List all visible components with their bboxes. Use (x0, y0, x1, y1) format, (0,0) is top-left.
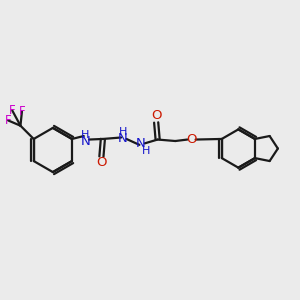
Text: N: N (118, 133, 128, 146)
Text: H: H (81, 130, 89, 140)
Text: H: H (142, 146, 150, 156)
Text: O: O (96, 156, 107, 169)
Text: F: F (5, 114, 11, 127)
Text: H: H (118, 127, 127, 137)
Text: F: F (19, 105, 25, 118)
Text: O: O (151, 110, 161, 122)
Text: N: N (80, 135, 90, 148)
Text: O: O (186, 133, 197, 146)
Text: F: F (9, 104, 16, 117)
Text: N: N (136, 137, 146, 150)
